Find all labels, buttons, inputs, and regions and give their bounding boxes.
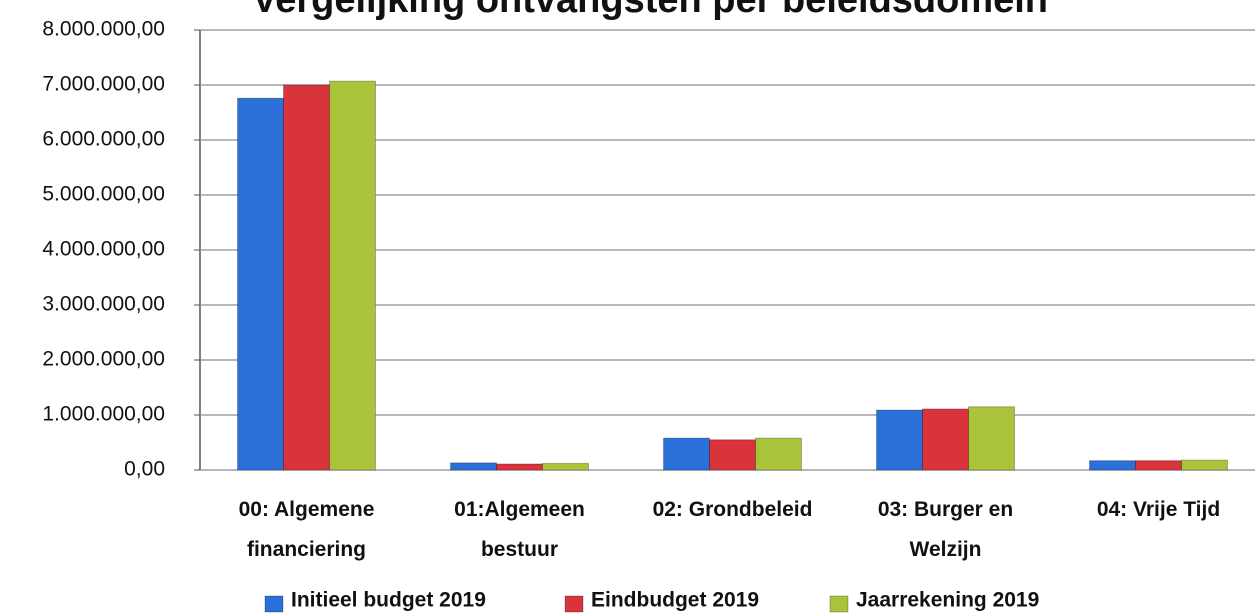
chart-title: Vergelijking ontvangsten per beleidsdome… xyxy=(252,0,1048,21)
bar xyxy=(1135,460,1182,471)
bar xyxy=(1089,460,1136,471)
legend-swatch xyxy=(564,595,584,613)
legend-swatch xyxy=(264,595,284,613)
bar xyxy=(450,462,497,471)
y-tick-label: 3.000.000,00 xyxy=(42,293,165,316)
legend-label: Eindbudget 2019 xyxy=(591,589,759,612)
bar xyxy=(876,409,923,471)
bar xyxy=(283,84,330,471)
bar xyxy=(329,80,376,471)
bar xyxy=(709,439,756,471)
y-tick-label: 2.000.000,00 xyxy=(42,348,165,371)
bar xyxy=(663,437,710,471)
bar xyxy=(237,97,284,471)
bar xyxy=(968,406,1015,471)
y-tick-label: 1.000.000,00 xyxy=(42,403,165,426)
y-tick-label: 4.000.000,00 xyxy=(42,238,165,261)
bar xyxy=(1181,459,1228,471)
x-tick-label: 03: Burger en Welzijn xyxy=(877,498,1014,561)
y-tick-label: 7.000.000,00 xyxy=(42,73,165,96)
y-tick-label: 0,00 xyxy=(124,458,165,481)
y-tick-label: 8.000.000,00 xyxy=(42,18,165,41)
x-tick-label: 04: Vrije Tijd xyxy=(1096,498,1221,521)
bar xyxy=(755,437,802,471)
legend-label: Initieel budget 2019 xyxy=(291,589,486,612)
y-tick-label: 6.000.000,00 xyxy=(42,128,165,151)
x-tick-label: 01:Algemeen bestuur xyxy=(454,498,585,561)
legend-swatch xyxy=(829,595,849,613)
bar xyxy=(922,408,969,471)
bar xyxy=(542,462,589,471)
y-tick-label: 5.000.000,00 xyxy=(42,183,165,206)
bar xyxy=(496,463,543,471)
x-tick-label: 02: Grondbeleid xyxy=(652,498,813,521)
legend-label: Jaarrekening 2019 xyxy=(856,589,1039,612)
x-tick-label: 00: Algemene financiering xyxy=(238,498,375,561)
